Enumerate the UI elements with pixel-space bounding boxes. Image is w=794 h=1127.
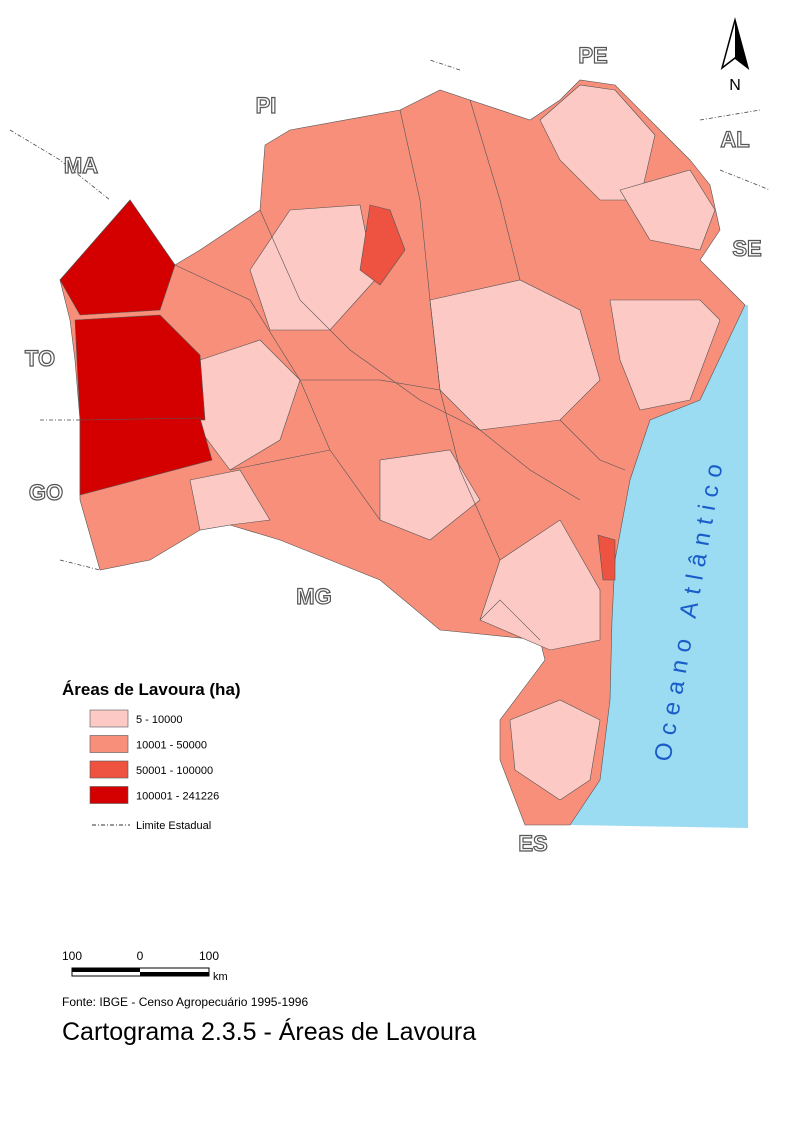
legend-title: Áreas de Lavoura (ha) (62, 680, 241, 699)
north-label: N (729, 77, 741, 94)
scale-unit: km (213, 971, 228, 983)
state-boundary (9, 59, 771, 571)
scale-label: 0 (137, 949, 144, 963)
legend-label: 100001 - 241226 (136, 791, 219, 803)
title: Cartograma 2.3.5 - Áreas de Lavoura (62, 1017, 476, 1046)
municipality (189, 469, 271, 531)
municipality (59, 199, 176, 316)
neighbor-label: PE (578, 43, 607, 68)
municipality (379, 449, 481, 541)
neighbor-label: ES (518, 831, 547, 856)
municipality (619, 169, 716, 251)
municipality (539, 84, 656, 201)
legend-label: 10001 - 50000 (136, 740, 207, 752)
neighbor-label: TO (25, 346, 55, 371)
scale-label: 100 (199, 949, 219, 963)
municipal-border (174, 99, 626, 641)
legend-label: 50001 - 100000 (136, 765, 213, 777)
scale-bar (140, 972, 209, 976)
legend-label: 5 - 10000 (136, 714, 182, 726)
municipality (359, 204, 406, 286)
municipality (509, 699, 601, 801)
municipality (79, 417, 213, 496)
ocean (570, 305, 748, 828)
scale-bar (72, 968, 140, 972)
municipality (429, 279, 601, 431)
legend: 5 - 10000 10001 - 50000 50001 - 100000 1000… (89, 709, 219, 804)
source: Fonte: IBGE - Censo Agropecuário 1995-19… (62, 995, 308, 1009)
neighbor-label: MG (296, 584, 331, 609)
neighbor-label: MA (64, 153, 98, 178)
neighbor-label: GO (29, 480, 63, 505)
municipality (597, 534, 616, 581)
municipality (74, 314, 206, 421)
legend-swatch (89, 760, 129, 779)
legend-boundary-label: Limite Estadual (136, 820, 211, 832)
legend-swatch (89, 709, 129, 728)
neighbor-label: AL (720, 127, 749, 152)
legend-swatch (89, 786, 129, 804)
neighbor-label: SE (732, 236, 761, 261)
municipality (609, 299, 721, 411)
scale-label: 100 (62, 949, 82, 963)
legend-swatch (89, 735, 129, 753)
municipalities (59, 79, 746, 826)
neighbor-label: PI (256, 93, 277, 118)
north-arrow (735, 20, 748, 68)
